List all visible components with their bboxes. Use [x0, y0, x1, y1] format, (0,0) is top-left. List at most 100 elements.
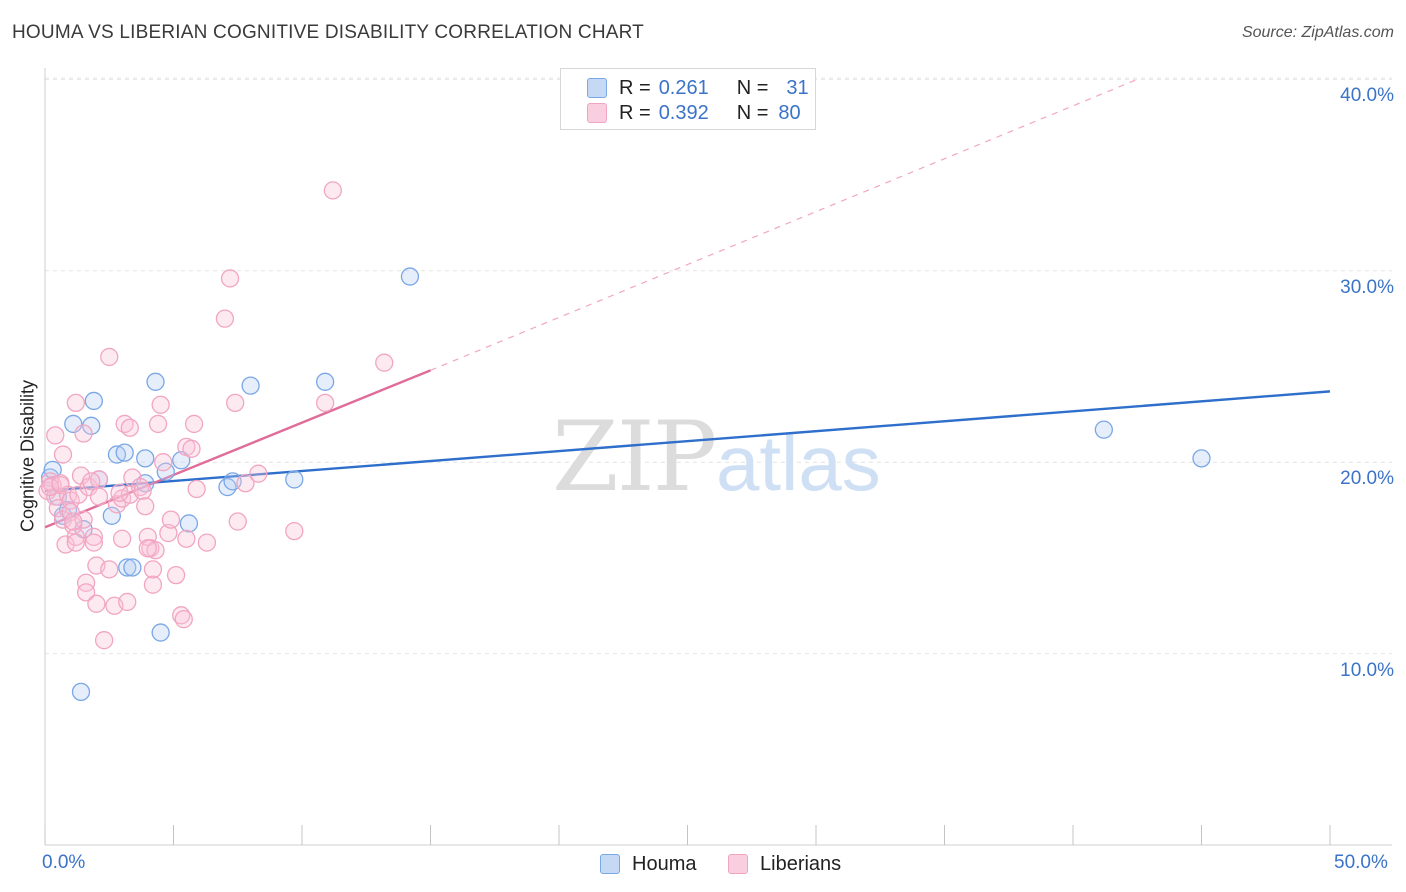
- liberians-point: [143, 560, 163, 579]
- liberians-point: [236, 474, 255, 493]
- r-label: R =: [619, 101, 651, 124]
- houma-point: [241, 376, 260, 395]
- houma-trend-line: [44, 390, 1331, 493]
- correlation-legend: R = 0.261 N = 31 R = 0.392 N = 80: [560, 68, 816, 130]
- axes: [44, 68, 1392, 846]
- liberians-point: [74, 424, 93, 443]
- y-tick-label: 10.0%: [1340, 659, 1394, 681]
- liberians-point: [66, 527, 85, 546]
- houma-point: [118, 558, 137, 577]
- houma-point: [123, 558, 142, 577]
- liberians-point: [187, 479, 206, 499]
- chart-title: HOUMA VS LIBERIAN COGNITIVE DISABILITY C…: [12, 22, 644, 43]
- liberians-point: [53, 445, 73, 464]
- liberians-point: [226, 393, 245, 413]
- liberians-point: [120, 418, 139, 437]
- liberians-swatch: [587, 103, 607, 123]
- liberians-point: [89, 487, 109, 506]
- liberians-point: [66, 533, 85, 552]
- liberians-point: [100, 347, 119, 367]
- liberians-point: [76, 573, 96, 592]
- houma-point: [1192, 449, 1211, 468]
- liberians-point: [66, 393, 85, 413]
- liberians-point: [166, 565, 186, 585]
- houma-point: [82, 416, 101, 435]
- liberians-point: [123, 468, 142, 487]
- liberians-point: [40, 477, 60, 497]
- liberians-point: [138, 539, 157, 558]
- liberians-point: [46, 426, 65, 445]
- houma-n-value: 31: [786, 76, 809, 99]
- gridlines: [45, 77, 1392, 655]
- houma-swatch: [587, 78, 607, 98]
- source-label: Source: ZipAtlas.com: [1241, 24, 1394, 41]
- houma-point: [218, 477, 237, 497]
- liberians-point: [177, 529, 196, 548]
- liberians-point: [143, 575, 163, 594]
- liberians-point: [151, 395, 170, 414]
- houma-point: [400, 267, 420, 286]
- n-label: N =: [736, 76, 769, 99]
- liberians-trend-extension: [430, 78, 1138, 371]
- liberians-point: [323, 181, 342, 200]
- liberians-point: [84, 527, 103, 546]
- x-tick-min: 0.0%: [42, 852, 86, 873]
- liberians-point: [375, 353, 394, 372]
- liberians-point: [154, 453, 173, 472]
- houma-point: [146, 372, 165, 391]
- y-axis-label: Cognitive Disability: [17, 379, 38, 533]
- liberians-point: [148, 414, 168, 434]
- liberians-point: [249, 464, 268, 483]
- watermark-zip: ZIP: [552, 401, 715, 513]
- liberians-point: [133, 481, 152, 501]
- liberians-point: [112, 529, 132, 548]
- houma-point: [102, 506, 121, 525]
- houma-r-value: 0.261: [658, 76, 709, 99]
- liberians-point: [51, 474, 70, 493]
- series-legend-houma: Houma: [600, 852, 696, 876]
- liberians-point: [87, 594, 106, 613]
- y-tick-label: 20.0%: [1340, 468, 1394, 490]
- r-label: R =: [619, 76, 651, 99]
- liberians-point: [76, 583, 96, 602]
- legend-row-houma: R = 0.261 N = 31: [587, 76, 809, 100]
- liberians-point: [110, 483, 129, 502]
- houma-point: [179, 514, 199, 533]
- liberians-r-value: 0.392: [658, 101, 709, 124]
- y-tick-label: 40.0%: [1340, 85, 1394, 107]
- liberians-point: [64, 512, 83, 531]
- liberians-point: [161, 510, 181, 529]
- liberians-point: [228, 512, 247, 531]
- liberians-point: [182, 439, 201, 458]
- houma-legend-label: Houma: [632, 852, 697, 875]
- houma-point: [84, 391, 103, 411]
- houma-point: [115, 443, 134, 462]
- liberians-point: [285, 521, 304, 541]
- houma-legend-swatch: [600, 854, 620, 874]
- y-tick-label: 30.0%: [1340, 276, 1394, 298]
- houma-point: [1094, 420, 1113, 439]
- houma-point: [136, 449, 155, 468]
- liberians-point: [69, 485, 88, 504]
- x-tick-max: 50.0%: [1334, 852, 1388, 873]
- liberians-point: [174, 609, 193, 629]
- liberians-point: [197, 533, 217, 552]
- n-label: N =: [736, 101, 769, 124]
- houma-point: [172, 451, 191, 470]
- liberians-point: [84, 533, 103, 552]
- liberians-point: [107, 495, 127, 514]
- data-points: [38, 181, 1211, 702]
- series-legend-liberians: Liberians: [728, 852, 841, 876]
- liberians-point: [136, 497, 155, 516]
- liberians-point: [82, 472, 101, 491]
- legend-row-liberians: R = 0.392 N = 80: [587, 101, 801, 125]
- liberians-point: [94, 631, 114, 650]
- liberians-point: [159, 523, 178, 543]
- liberians-point: [118, 592, 137, 612]
- liberians-point: [315, 393, 335, 413]
- liberians-point: [215, 309, 235, 328]
- watermark: ZIP atlas: [552, 401, 881, 513]
- liberians-point: [100, 560, 119, 579]
- liberians-point: [184, 414, 204, 434]
